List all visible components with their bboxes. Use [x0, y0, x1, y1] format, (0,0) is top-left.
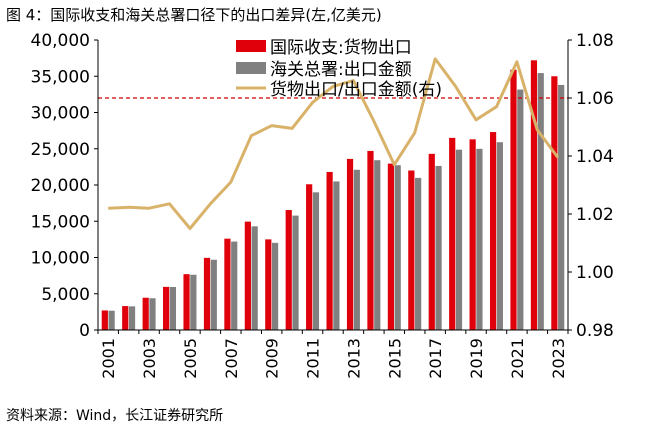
- bar-bop-2019: [469, 139, 476, 330]
- bar-customs-2023: [558, 84, 565, 330]
- bar-bop-2002: [122, 306, 129, 330]
- right-tick-label: 0.98: [576, 321, 614, 341]
- bar-bop-2021: [510, 69, 517, 330]
- bar-bop-2007: [224, 238, 231, 330]
- bar-bop-2015: [387, 163, 395, 330]
- right-tick-label: 1.08: [576, 31, 614, 51]
- bar-customs-2002: [128, 306, 136, 330]
- bar-bop-2006: [203, 257, 211, 330]
- x-tick-label: 2007: [222, 338, 241, 379]
- bar-bop-2012: [326, 171, 333, 330]
- left-tick-label: 25,000: [31, 140, 90, 160]
- bar-bop-2016: [408, 170, 415, 330]
- x-tick-label: 2011: [304, 338, 323, 379]
- bar-customs-2009: [271, 242, 279, 330]
- bar-bop-2003: [142, 297, 149, 330]
- left-tick-label: 40,000: [31, 31, 90, 51]
- bar-customs-2013: [353, 169, 360, 330]
- x-tick-label: 2021: [508, 338, 527, 379]
- x-tick-label: 2005: [181, 338, 200, 379]
- x-tick-label: 2009: [263, 338, 282, 379]
- left-tick-label: 15,000: [31, 212, 90, 232]
- legend-label-bop: 国际收支:货物出口: [270, 38, 412, 58]
- bar-bop-2005: [183, 274, 190, 330]
- ratio-line: [108, 57, 560, 230]
- bar-customs-2010: [292, 215, 299, 330]
- x-tick-label: 2015: [385, 338, 404, 379]
- bar-customs-2007: [231, 241, 238, 330]
- bar-customs-2005: [190, 274, 197, 330]
- right-tick-label: 1.00: [576, 263, 614, 283]
- bar-bop-2020: [489, 132, 497, 330]
- bar-bop-2013: [346, 158, 354, 330]
- bar-bop-2018: [449, 137, 456, 330]
- bar-customs-2022: [537, 73, 544, 330]
- bar-bop-2017: [428, 153, 435, 330]
- figure-title: 图 4：国际收支和海关总署口径下的出口差异(左,亿美元): [6, 6, 382, 24]
- bar-bop-2022: [530, 60, 538, 331]
- bar-customs-2019: [476, 148, 483, 330]
- bar-bop-2011: [306, 184, 313, 330]
- legend-swatch-bop: [236, 40, 266, 52]
- right-tick-label: 1.02: [576, 205, 614, 225]
- x-tick-label: 2017: [426, 338, 445, 379]
- bar-customs-2008: [251, 226, 258, 330]
- x-tick-label: 2003: [140, 338, 159, 379]
- left-tick-label: 5,000: [41, 285, 90, 305]
- bar-customs-2015: [394, 165, 401, 330]
- bar-bop-2008: [244, 221, 251, 330]
- right-tick-label: 1.06: [576, 89, 614, 109]
- left-tick-label: 0: [79, 321, 90, 341]
- bar-customs-2017: [435, 165, 442, 330]
- bar-customs-2016: [415, 177, 422, 330]
- x-tick-label: 2023: [549, 338, 568, 379]
- right-tick-label: 1.04: [576, 147, 614, 167]
- legend-label-customs: 海关总署:出口金额: [270, 60, 412, 80]
- bar-customs-2018: [455, 149, 463, 330]
- legend-swatch-customs: [236, 62, 266, 74]
- legend-label-ratio: 货物出口/出口金额(右): [270, 80, 442, 100]
- bar-bop-2001: [101, 310, 108, 330]
- bar-bop-2010: [285, 210, 292, 330]
- figure-source: 资料来源：Wind，长江证券研究所: [6, 408, 224, 424]
- bar-bop-2023: [551, 76, 558, 330]
- left-tick-label: 35,000: [31, 67, 90, 87]
- left-tick-label: 20,000: [31, 176, 90, 196]
- bar-customs-2021: [517, 89, 524, 330]
- left-tick-label: 30,000: [31, 104, 90, 124]
- bar-bop-2014: [367, 150, 374, 330]
- bar-bop-2004: [163, 286, 170, 330]
- left-tick-label: 10,000: [31, 249, 90, 269]
- bar-bop-2009: [265, 239, 272, 330]
- bar-customs-2006: [210, 259, 217, 330]
- bar-customs-2003: [149, 298, 156, 330]
- bar-customs-2014: [374, 160, 381, 330]
- bar-customs-2020: [496, 142, 503, 330]
- bar-customs-2011: [312, 192, 320, 330]
- bar-customs-2001: [108, 310, 115, 330]
- x-tick-label: 2019: [467, 338, 486, 379]
- bar-customs-2012: [333, 181, 340, 330]
- bar-customs-2004: [169, 287, 177, 330]
- x-tick-label: 2001: [99, 338, 118, 379]
- x-tick-label: 2013: [344, 338, 363, 379]
